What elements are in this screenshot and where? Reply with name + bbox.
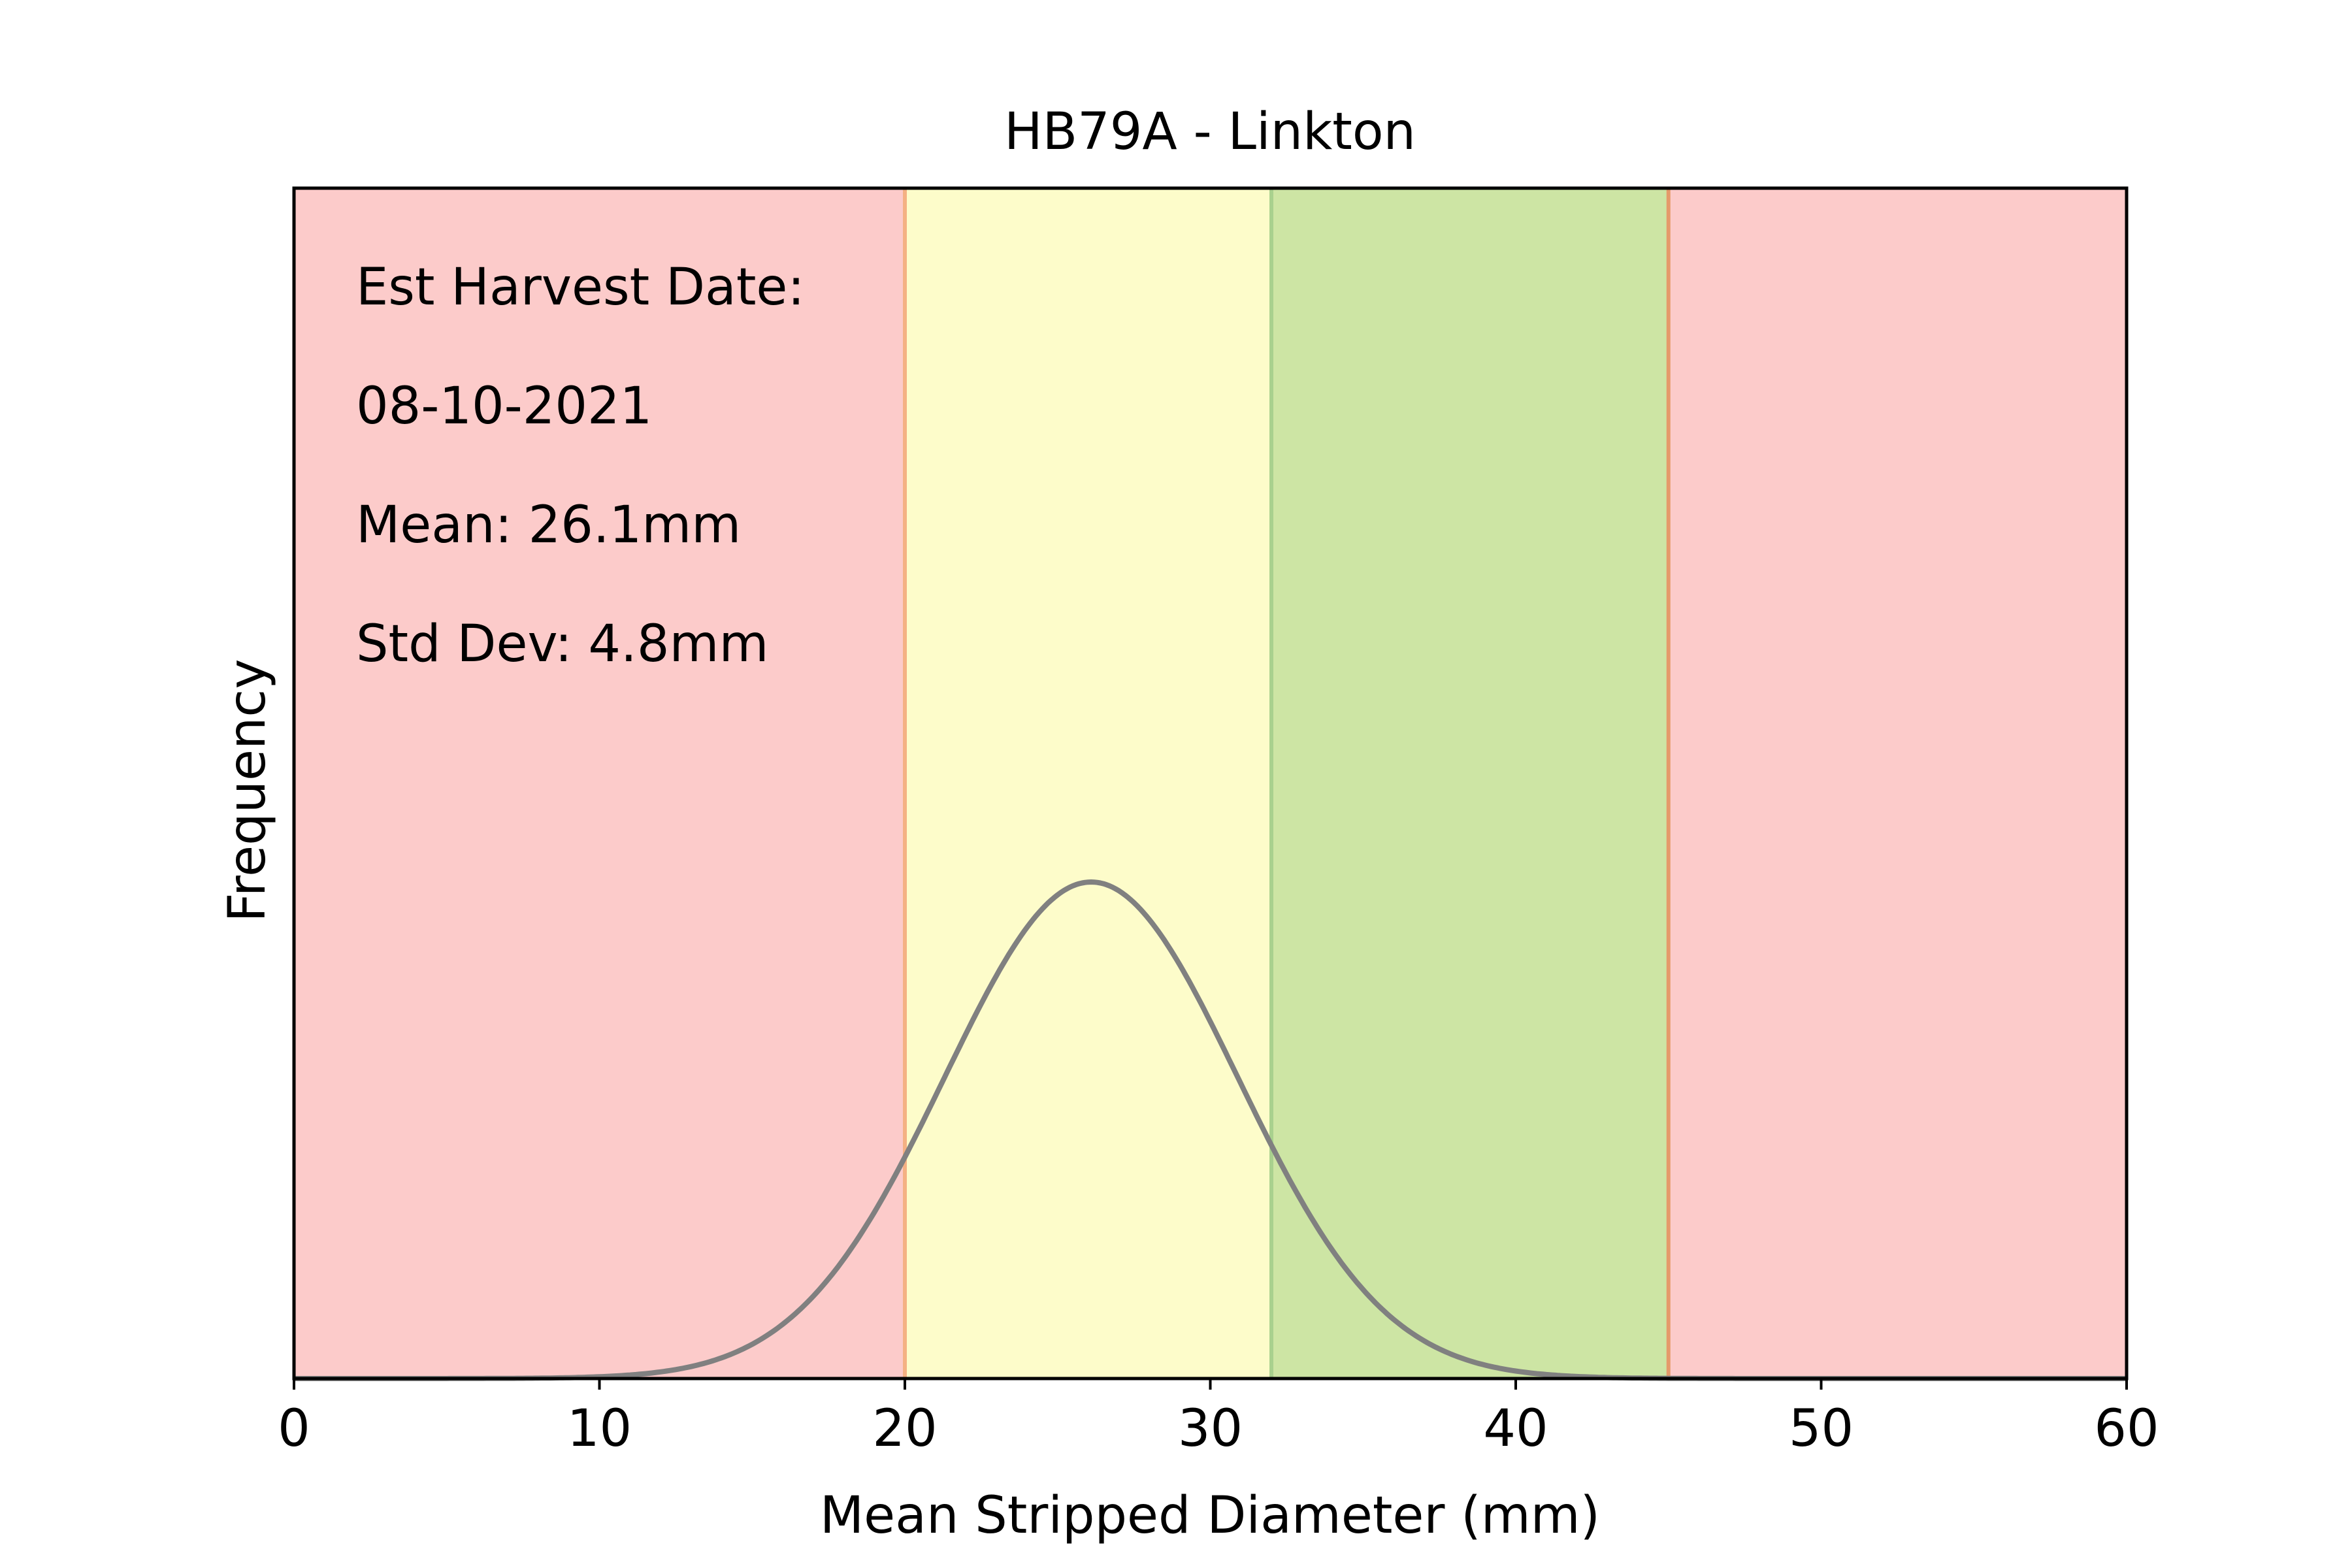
x-tick-label: 60 <box>2094 1399 2159 1458</box>
range-bands <box>294 188 2127 1379</box>
annotation-mean: Mean: 26.1mm <box>356 496 741 555</box>
range-band-1 <box>905 188 1271 1379</box>
range-band-2 <box>1271 188 1669 1379</box>
x-tick-label: 0 <box>278 1399 310 1458</box>
y-axis-label: Frequency <box>218 659 277 923</box>
annotation-harvest-date: 08-10-2021 <box>356 377 652 436</box>
x-tick-label: 40 <box>1483 1399 1548 1458</box>
x-tick-label: 20 <box>872 1399 937 1458</box>
band-edges <box>903 188 1671 1379</box>
x-tick-label: 50 <box>1789 1399 1854 1458</box>
annotation-std-dev: Std Dev: 4.8mm <box>356 615 768 674</box>
x-tick-label: 10 <box>567 1399 632 1458</box>
x-tick-label: 30 <box>1178 1399 1243 1458</box>
chart-title: HB79A - Linkton <box>1004 103 1416 161</box>
range-band-3 <box>1668 188 2127 1379</box>
x-axis-label: Mean Stripped Diameter (mm) <box>820 1486 1600 1545</box>
annotation-harvest-label: Est Harvest Date: <box>356 258 805 317</box>
x-axis-ticks: 0 10 20 30 40 50 60 <box>278 1379 2159 1458</box>
range-band-0 <box>294 188 905 1379</box>
